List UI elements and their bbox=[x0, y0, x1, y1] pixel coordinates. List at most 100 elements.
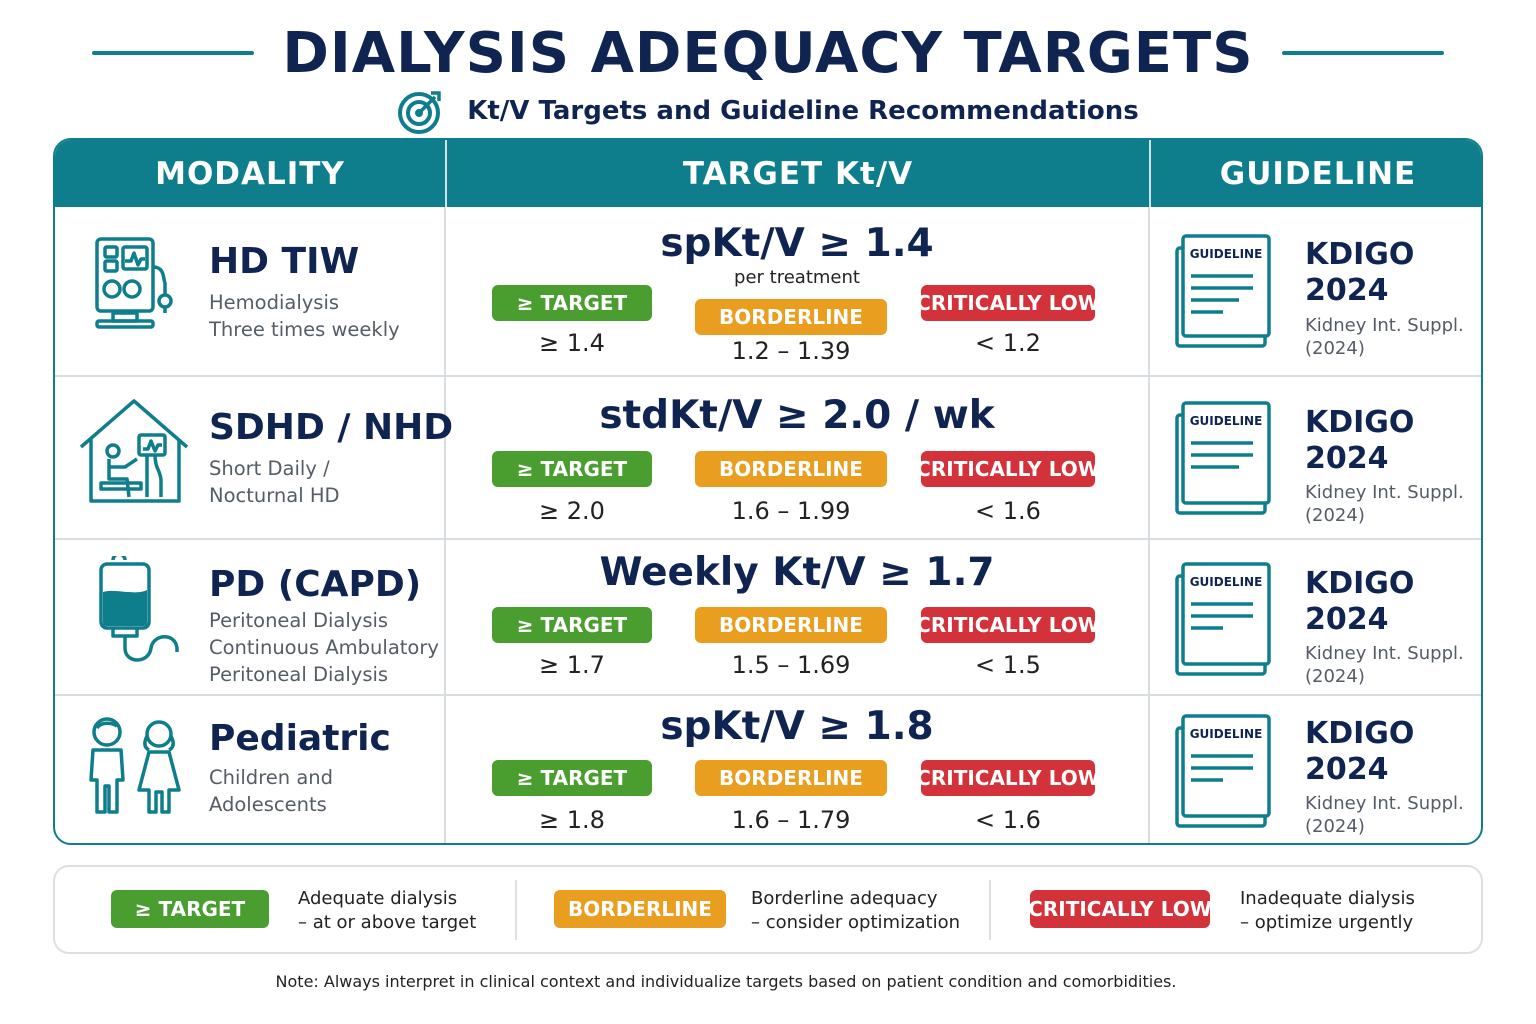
guideline-reference-line: (2024) bbox=[1305, 505, 1365, 526]
footnote: Note: Always interpret in clinical conte… bbox=[275, 972, 1177, 991]
modality-description: Hemodialysis Three times weekly bbox=[209, 289, 400, 343]
value-target: ≥ 1.4 bbox=[539, 329, 605, 357]
guideline-document-icon: GUIDELINE bbox=[1175, 562, 1271, 676]
modality-description-line: Three times weekly bbox=[209, 318, 400, 341]
guideline-reference-line: Kidney Int. Suppl. bbox=[1305, 482, 1464, 503]
modality-description: Children and Adolescents bbox=[209, 764, 333, 818]
target-value: Weekly Kt/V ≥ 1.7 bbox=[599, 550, 995, 595]
badge-critically-low: CRITICALLY LOW bbox=[916, 760, 1100, 796]
guideline-year: 2024 bbox=[1305, 752, 1389, 787]
guideline-icon-label: GUIDELINE bbox=[1190, 575, 1263, 589]
legend-text-line: Inadequate dialysis bbox=[1240, 888, 1415, 909]
guideline-reference-line: (2024) bbox=[1305, 666, 1365, 687]
value-critically-low: < 1.6 bbox=[975, 806, 1041, 834]
guideline-reference: Kidney Int. Suppl. (2024) bbox=[1305, 642, 1464, 688]
guideline-icon-label: GUIDELINE bbox=[1190, 414, 1263, 428]
guideline-name: KDIGO 2024 bbox=[1305, 405, 1414, 477]
badge-target: ≥ TARGET bbox=[492, 760, 652, 796]
target-value: stdKt/V ≥ 2.0 / wk bbox=[599, 393, 995, 438]
guideline-document-icon: GUIDELINE bbox=[1175, 401, 1271, 515]
modality-description-line: Adolescents bbox=[209, 793, 327, 816]
badge-critically-low: CRITICALLY LOW bbox=[916, 451, 1100, 487]
modality-name: HD TIW bbox=[209, 241, 360, 282]
guideline-year: 2024 bbox=[1305, 602, 1389, 637]
guideline-name-line: KDIGO bbox=[1305, 566, 1415, 601]
guideline-year: 2024 bbox=[1305, 441, 1389, 476]
legend-text-critically-low: Inadequate dialysis – optimize urgently bbox=[1240, 887, 1415, 935]
badge-borderline: BORDERLINE bbox=[695, 299, 887, 335]
value-critically-low: < 1.2 bbox=[975, 329, 1041, 357]
legend-text-line: Borderline adequacy bbox=[751, 888, 938, 909]
children-icon bbox=[89, 717, 181, 814]
modality-description: Short Daily / Nocturnal HD bbox=[209, 455, 340, 509]
title-divider-right bbox=[1281, 51, 1444, 55]
title-divider-left bbox=[92, 51, 255, 55]
modality-description-line: Peritoneal Dialysis bbox=[209, 663, 389, 686]
modality-description-line: Hemodialysis bbox=[209, 291, 340, 314]
home-dialysis-icon bbox=[79, 399, 189, 503]
guideline-reference-line: (2024) bbox=[1305, 338, 1365, 359]
badge-critically-low: CRITICALLY LOW bbox=[916, 607, 1100, 643]
guideline-name: KDIGO 2024 bbox=[1305, 566, 1414, 638]
column-header-modality: MODALITY bbox=[155, 155, 345, 192]
legend: ≥ TARGET Adequate dialysis – at or above… bbox=[53, 865, 1483, 954]
value-borderline: 1.6 – 1.79 bbox=[731, 806, 851, 834]
guideline-reference-line: Kidney Int. Suppl. bbox=[1305, 793, 1464, 814]
modality-name: Pediatric bbox=[209, 718, 391, 759]
table-row-pd-capd: PD (CAPD) Peritoneal Dialysis Continuous… bbox=[55, 538, 1481, 694]
value-critically-low: < 1.5 bbox=[975, 651, 1041, 679]
badge-borderline: BORDERLINE bbox=[695, 607, 887, 643]
page-title: DIALYSIS ADEQUACY TARGETS bbox=[282, 20, 1254, 86]
guideline-name: KDIGO 2024 bbox=[1305, 716, 1414, 788]
legend-text-line: – consider optimization bbox=[751, 912, 961, 933]
guideline-name-line: KDIGO bbox=[1305, 716, 1415, 751]
table-header: MODALITY TARGET Kt/V GUIDELINE bbox=[55, 140, 1481, 207]
target-value: spKt/V ≥ 1.8 bbox=[660, 704, 934, 749]
guideline-document-icon: GUIDELINE bbox=[1175, 714, 1271, 828]
guideline-icon-label: GUIDELINE bbox=[1190, 247, 1263, 261]
modality-description-line: Peritoneal Dialysis bbox=[209, 609, 389, 632]
badge-target: ≥ TARGET bbox=[492, 607, 652, 643]
legend-text-target: Adequate dialysis – at or above target bbox=[298, 887, 476, 935]
column-header-guideline: GUIDELINE bbox=[1149, 140, 1481, 207]
badge-target: ≥ TARGET bbox=[492, 451, 652, 487]
target-value: spKt/V ≥ 1.4 bbox=[660, 221, 934, 266]
column-header-target: TARGET Kt/V bbox=[445, 140, 1149, 207]
guideline-reference: Kidney Int. Suppl. (2024) bbox=[1305, 481, 1464, 527]
modality-description-line: Children and bbox=[209, 766, 334, 789]
guideline-icon-label: GUIDELINE bbox=[1190, 727, 1263, 741]
legend-badge-borderline: BORDERLINE bbox=[554, 890, 726, 928]
dialysate-bag-icon bbox=[99, 556, 179, 662]
guideline-reference-line: (2024) bbox=[1305, 816, 1365, 837]
subtitle-row: Kt/V Targets and Guideline Recommendatio… bbox=[0, 88, 1536, 134]
legend-badge-target: ≥ TARGET bbox=[111, 890, 269, 928]
guideline-name-line: KDIGO bbox=[1305, 237, 1415, 272]
value-borderline: 1.5 – 1.69 bbox=[731, 651, 851, 679]
legend-badge-critically-low: CRITICALLY LOW bbox=[1028, 890, 1212, 928]
legend-text-line: Adequate dialysis bbox=[298, 888, 458, 909]
value-borderline: 1.2 – 1.39 bbox=[731, 337, 851, 365]
badge-target: ≥ TARGET bbox=[492, 285, 652, 321]
modality-name: PD (CAPD) bbox=[209, 564, 422, 605]
badge-critically-low: CRITICALLY LOW bbox=[916, 285, 1100, 321]
guideline-document-icon: GUIDELINE bbox=[1175, 234, 1271, 348]
table-row-hd-tiw: HD TIW Hemodialysis Three times weekly s… bbox=[55, 207, 1481, 375]
badge-borderline: BORDERLINE bbox=[695, 760, 887, 796]
dialysis-machine-icon bbox=[95, 237, 173, 329]
modality-description: Peritoneal Dialysis Continuous Ambulator… bbox=[209, 607, 439, 688]
badge-borderline: BORDERLINE bbox=[695, 451, 887, 487]
target-icon bbox=[398, 91, 441, 134]
value-borderline: 1.6 – 1.99 bbox=[731, 497, 851, 525]
column-divider bbox=[444, 207, 446, 843]
guideline-reference-line: Kidney Int. Suppl. bbox=[1305, 315, 1464, 336]
guideline-reference: Kidney Int. Suppl. (2024) bbox=[1305, 792, 1464, 838]
legend-divider bbox=[515, 880, 517, 940]
guideline-year: 2024 bbox=[1305, 273, 1389, 308]
guideline-reference: Kidney Int. Suppl. (2024) bbox=[1305, 314, 1464, 360]
targets-table: MODALITY TARGET Kt/V GUIDELINE HD TIW bbox=[53, 138, 1483, 845]
column-divider bbox=[1148, 207, 1150, 843]
value-target: ≥ 2.0 bbox=[539, 497, 605, 525]
legend-text-line: – at or above target bbox=[298, 912, 477, 933]
modality-description-line: Nocturnal HD bbox=[209, 484, 340, 507]
legend-divider bbox=[989, 880, 991, 940]
